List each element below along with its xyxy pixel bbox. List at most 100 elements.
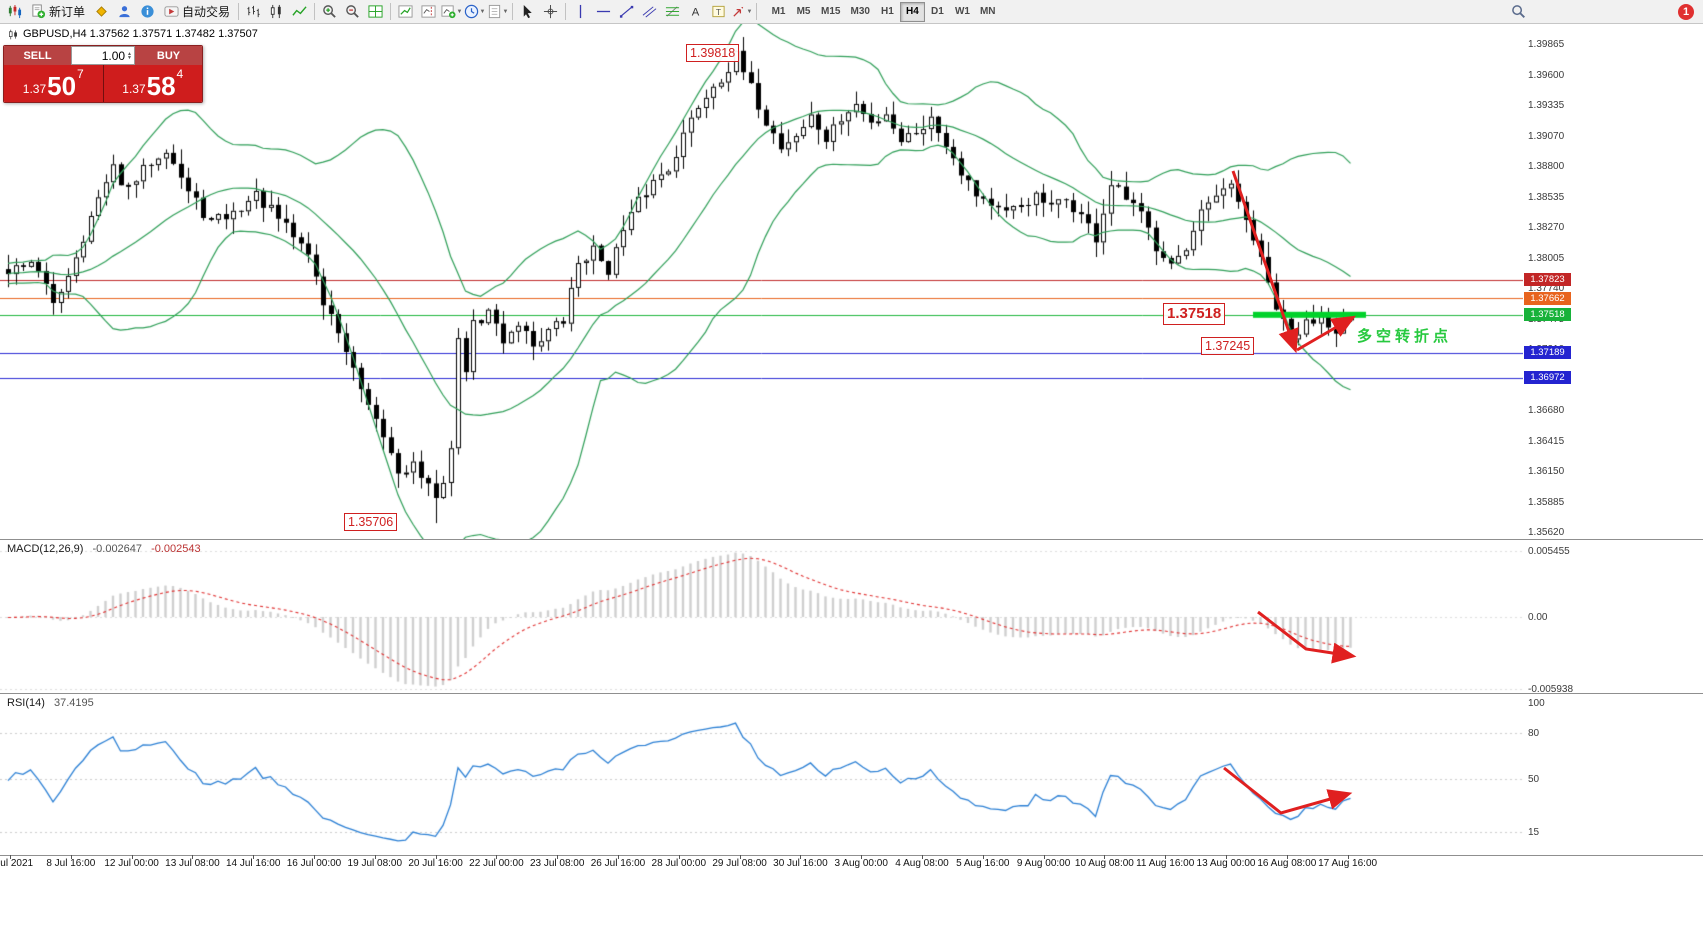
indicators-icon[interactable]: ▼ bbox=[440, 1, 463, 22]
price-callout-label[interactable]: 1.39818 bbox=[686, 44, 740, 62]
timeframe-button-h4[interactable]: H4 bbox=[899, 1, 925, 22]
auto-scroll-icon[interactable] bbox=[394, 1, 417, 22]
chevron-down-icon: ▼ bbox=[746, 8, 753, 15]
autotrading-button-label: 自动交易 bbox=[182, 5, 231, 19]
new-order-button[interactable]: 新订单 bbox=[26, 1, 90, 22]
price-callout-label[interactable]: 1.35706 bbox=[344, 513, 398, 531]
rsi-scale-label: 80 bbox=[1528, 728, 1540, 740]
timeframe-button-w1[interactable]: W1 bbox=[954, 6, 970, 17]
bar-chart-type-icon[interactable] bbox=[242, 1, 265, 22]
panel-separator-timeaxis[interactable] bbox=[0, 855, 1703, 856]
templates-icon[interactable]: ▼ bbox=[486, 1, 509, 22]
time-tick-mark bbox=[922, 855, 923, 859]
timeframe-button-m5[interactable]: M5 bbox=[796, 6, 811, 17]
sell-button[interactable]: 1.37 50 7 bbox=[4, 65, 103, 102]
timeframe-button-mn[interactable]: MN bbox=[979, 6, 996, 17]
trade-panel-divider bbox=[102, 65, 104, 102]
toolbar-right: 1 bbox=[1507, 0, 1700, 24]
horizontal-line-icon[interactable] bbox=[592, 1, 615, 22]
price-tick-label: 1.39865 bbox=[1528, 39, 1565, 50]
price-tick-label: 1.36415 bbox=[1528, 435, 1565, 447]
time-tick-mark bbox=[800, 855, 802, 859]
crosshair-icon[interactable] bbox=[539, 1, 562, 22]
chart-mini-icon bbox=[9, 29, 17, 39]
navigator-icon[interactable] bbox=[136, 1, 159, 22]
zoom-out-icon[interactable] bbox=[341, 1, 364, 22]
time-tick-label: 19 Jul 08:00 bbox=[347, 858, 403, 869]
time-tick-mark bbox=[70, 855, 72, 859]
time-tick-label: 23 Jul 08:00 bbox=[529, 858, 585, 869]
text-label-tool-icon[interactable]: T bbox=[707, 1, 730, 22]
price-callout-label[interactable]: 1.37245 bbox=[1201, 337, 1255, 355]
tile-windows-icon[interactable] bbox=[364, 1, 387, 22]
data-window-icon[interactable] bbox=[113, 1, 136, 22]
chevron-down-icon: ▼ bbox=[479, 8, 486, 15]
macd-header: MACD(12,26,9) -0.002647 -0.002543 bbox=[7, 543, 201, 555]
svg-text:A: A bbox=[692, 7, 700, 19]
annotation-note-text[interactable]: 多空转折点 bbox=[1357, 328, 1453, 345]
search-icon[interactable] bbox=[1507, 1, 1530, 22]
fibonacci-icon[interactable] bbox=[661, 1, 684, 22]
periods-icon[interactable]: ▼ bbox=[463, 1, 486, 22]
market-watch-icon[interactable] bbox=[90, 1, 113, 22]
macd-canvas[interactable] bbox=[0, 540, 1523, 693]
arrows-tool-icon[interactable]: ▼ bbox=[730, 1, 753, 22]
spinner-down-icon[interactable]: ▼ bbox=[127, 54, 132, 61]
volume-spinner[interactable]: ▲ ▼ bbox=[127, 50, 132, 61]
toolbar-separator bbox=[756, 3, 758, 20]
price-chart-canvas[interactable] bbox=[0, 24, 1523, 539]
notification-badge[interactable]: 1 bbox=[1678, 3, 1694, 20]
chart-shift-icon[interactable] bbox=[417, 1, 440, 22]
price-tick-label: 1.37740 bbox=[1528, 283, 1565, 294]
time-tick-label: 3 Aug 00:00 bbox=[834, 858, 888, 869]
spinner-up-icon[interactable]: ▲ bbox=[127, 50, 132, 57]
time-tick-label: 26 Jul 16:00 bbox=[590, 858, 646, 869]
toolbar-buttons: 新订单 自动交易 ▼ ▼ ▼ A T ▼ bbox=[3, 0, 760, 24]
price-line-tag: 1.36972 bbox=[1524, 371, 1571, 384]
time-tick-mark bbox=[618, 855, 619, 859]
time-tick-mark bbox=[435, 855, 437, 859]
buy-price-prefix: 1.37 bbox=[122, 82, 146, 96]
cursor-icon[interactable] bbox=[516, 1, 539, 22]
vertical-line-icon[interactable] bbox=[569, 1, 592, 22]
buy-price-big: 58 bbox=[146, 71, 176, 101]
price-line-tag: 1.37518 bbox=[1524, 308, 1571, 321]
price-tick-label: 1.35885 bbox=[1528, 496, 1565, 508]
rsi-value: 37.4195 bbox=[53, 697, 94, 709]
panel-separator-macd[interactable] bbox=[0, 539, 1703, 540]
time-tick-label: 28 Jul 00:00 bbox=[651, 858, 707, 869]
time-tick-label: 11 Aug 16:00 bbox=[1136, 858, 1195, 869]
time-tick-label: 22 Jul 00:00 bbox=[469, 858, 524, 869]
time-tick-label: 30 Jul 16:00 bbox=[773, 858, 828, 869]
new-order-button-label: 新订单 bbox=[49, 5, 86, 19]
macd-label: MACD(12,26,9) bbox=[7, 543, 84, 555]
volume-input[interactable]: 1.00 ▲ ▼ bbox=[71, 46, 135, 65]
zoom-in-icon[interactable] bbox=[318, 1, 341, 22]
trendline-icon[interactable] bbox=[615, 1, 638, 22]
timeframe-button-m1[interactable]: M1 bbox=[771, 6, 786, 17]
line-chart-type-icon[interactable] bbox=[288, 1, 311, 22]
time-tick-mark bbox=[982, 855, 984, 859]
timeframe-button-h1[interactable]: H1 bbox=[881, 6, 894, 17]
price-callout-label[interactable]: 1.37518 bbox=[1163, 303, 1226, 325]
panel-separator-rsi[interactable] bbox=[0, 693, 1703, 694]
rsi-scale-label: 100 bbox=[1528, 698, 1545, 709]
price-tick-label: 1.35620 bbox=[1528, 527, 1565, 538]
sell-label: SELL bbox=[4, 46, 71, 65]
timeframe-button-m15[interactable]: M15 bbox=[821, 6, 841, 17]
candlestick-chart-type-icon[interactable] bbox=[265, 1, 288, 22]
time-tick-label: 4 Aug 08:00 bbox=[895, 858, 949, 869]
timeframe-button-m30[interactable]: M30 bbox=[850, 6, 870, 17]
equidistant-channel-icon[interactable] bbox=[638, 1, 661, 22]
timeframe-button-d1[interactable]: D1 bbox=[931, 6, 944, 17]
autotrading-button[interactable]: 自动交易 bbox=[159, 1, 235, 22]
buy-button[interactable]: 1.37 58 4 bbox=[104, 65, 203, 102]
macd-value-signal: -0.002543 bbox=[151, 543, 201, 555]
toolbar-separator bbox=[512, 3, 514, 20]
chart-shortcut-icon[interactable] bbox=[3, 1, 26, 22]
price-tick-label: 1.39600 bbox=[1528, 69, 1565, 81]
buy-price-sup: 4 bbox=[176, 67, 184, 81]
text-tool-icon[interactable]: A bbox=[684, 1, 707, 22]
rsi-canvas[interactable] bbox=[0, 694, 1523, 855]
